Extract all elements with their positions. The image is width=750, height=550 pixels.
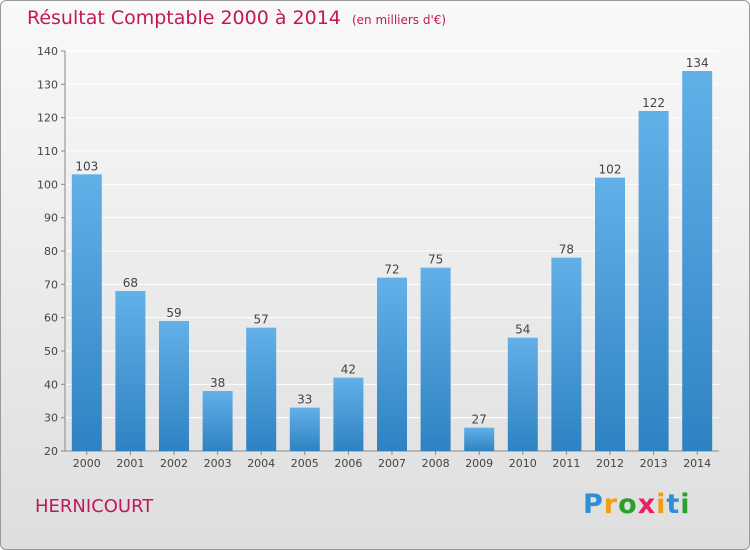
data-label: 57 (254, 313, 269, 327)
logo-letter: o (618, 489, 638, 520)
bar-2005 (289, 407, 320, 451)
data-label: 134 (686, 56, 709, 70)
x-tick-label: 2000 (73, 457, 101, 470)
y-tick-label: 110 (37, 145, 58, 158)
y-tick-label: 120 (37, 112, 58, 125)
data-label: 33 (297, 393, 312, 407)
bar-2009 (464, 427, 495, 451)
bar-2002 (159, 321, 189, 451)
bar-2013 (638, 111, 669, 451)
y-tick-label: 130 (37, 78, 58, 91)
bar-2011 (551, 257, 582, 451)
bar-2010 (507, 337, 538, 451)
logo-letter: i (656, 489, 667, 520)
data-label: 59 (166, 306, 181, 320)
bar-2008 (420, 267, 451, 451)
commune-label: HERNICOURT (35, 496, 154, 517)
data-label: 54 (515, 323, 530, 337)
y-tick-label: 30 (44, 412, 58, 425)
x-tick-label: 2008 (422, 457, 450, 470)
data-label: 27 (472, 413, 487, 427)
bar-2012 (595, 177, 625, 451)
data-label: 122 (642, 96, 665, 110)
y-tick-label: 60 (44, 312, 58, 325)
bar-2000 (71, 174, 102, 452)
logo-letter: i (680, 489, 691, 520)
x-tick-label: 2009 (465, 457, 493, 470)
x-tick-label: 2010 (509, 457, 537, 470)
logo-letter: r (603, 489, 619, 520)
data-label: 75 (428, 253, 443, 267)
bar-2001 (115, 291, 146, 451)
data-label: 78 (559, 243, 574, 257)
title-row: Résultat Comptable 2000 à 2014 (en milli… (27, 7, 446, 29)
logo-letter: x (637, 489, 657, 520)
y-tick-label: 100 (37, 178, 58, 191)
data-label: 68 (123, 276, 138, 290)
x-tick-label: 2007 (378, 457, 406, 470)
bar-2004 (246, 327, 277, 451)
x-tick-label: 2011 (552, 457, 580, 470)
y-tick-label: 80 (44, 245, 58, 258)
y-tick-label: 40 (44, 378, 58, 391)
x-tick-label: 2013 (640, 457, 668, 470)
data-label: 42 (341, 363, 356, 377)
x-tick-label: 2004 (247, 457, 275, 470)
logo-letter: t (666, 489, 681, 520)
x-tick-label: 2005 (291, 457, 319, 470)
y-tick-label: 50 (44, 345, 58, 358)
data-label: 103 (75, 159, 98, 173)
bar-2003 (202, 391, 233, 451)
x-tick-label: 2014 (683, 457, 711, 470)
bar-2007 (377, 277, 407, 451)
x-tick-label: 2001 (116, 457, 144, 470)
y-tick-label: 140 (37, 45, 58, 58)
data-label: 102 (599, 163, 622, 177)
logo-letter: P (583, 489, 604, 520)
y-tick-label: 90 (44, 212, 58, 225)
chart-subtitle: (en milliers d'€) (351, 13, 447, 27)
data-label: 38 (210, 376, 225, 390)
x-tick-label: 2012 (596, 457, 624, 470)
chart-title: Résultat Comptable 2000 à 2014 (27, 7, 341, 29)
y-tick-label: 70 (44, 278, 58, 291)
x-tick-label: 2003 (204, 457, 232, 470)
y-tick-label: 20 (44, 445, 58, 458)
x-tick-label: 2006 (334, 457, 362, 470)
bar-2006 (333, 377, 364, 451)
bar-2014 (682, 71, 713, 451)
data-label: 72 (384, 263, 399, 277)
proxiti-logo: Proxiti (583, 489, 691, 520)
x-tick-label: 2002 (160, 457, 188, 470)
